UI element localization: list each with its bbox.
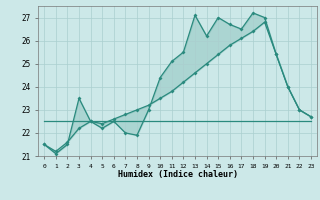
X-axis label: Humidex (Indice chaleur): Humidex (Indice chaleur) <box>118 170 238 179</box>
